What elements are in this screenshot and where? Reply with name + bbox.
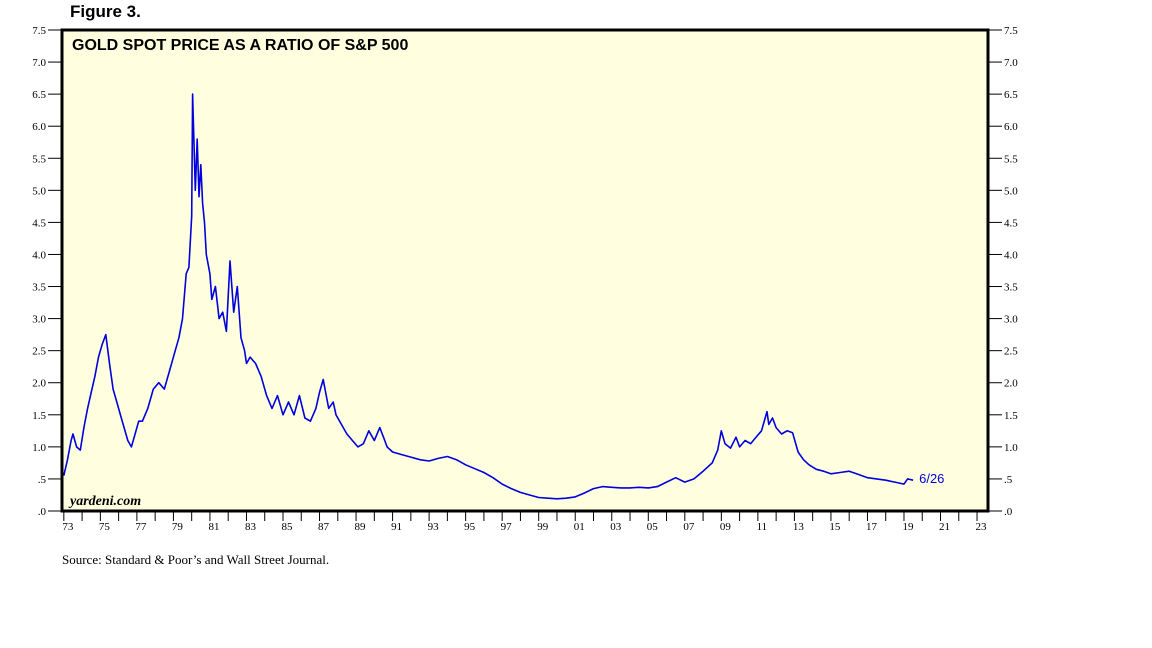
x-tick-label: 83: [245, 521, 257, 533]
x-tick-label: 19: [902, 521, 914, 533]
x-tick-label: 11: [757, 521, 768, 533]
y-tick-label-left: 4.5: [32, 217, 46, 229]
x-axis: 73 75 77 79 81 83 85 87 89 91 93 95 97 99 01 03 05 07 09 11…: [62, 511, 987, 533]
y-tick-label-left: 2.0: [32, 378, 46, 390]
y-tick-label-right: 5.5: [1004, 153, 1018, 165]
x-tick-label: 95: [464, 521, 476, 533]
y-tick-label-left: 5.5: [32, 153, 46, 165]
x-tick-label: 97: [501, 521, 513, 533]
x-tick-label: 73: [62, 521, 74, 533]
y-axis-right: .0 .5 1.0 1.5 2.0 2.5 3.0 3.5 4.0 4.5 5.0 5.5 6.0 6.5…: [988, 25, 1018, 518]
y-tick-label-right: 7.5: [1004, 25, 1018, 37]
x-tick-label: 75: [99, 521, 111, 533]
y-tick-label-left: 7.0: [32, 57, 46, 69]
plot-frame: [60, 28, 990, 513]
y-tick-label-right: 2.0: [1004, 378, 1018, 390]
x-tick-label: 07: [683, 521, 695, 533]
x-tick-label: 13: [793, 521, 805, 533]
y-tick-label-left: 6.0: [32, 121, 46, 133]
source-note: Source: Standard & Poor’s and Wall Stree…: [62, 552, 330, 567]
y-tick-label-left: 6.5: [32, 89, 46, 101]
x-tick-label: 91: [391, 521, 402, 533]
y-tick-label-left: 1.5: [32, 410, 46, 422]
end-date-label: 6/26: [919, 471, 944, 486]
y-tick-label-left: 3.5: [32, 282, 46, 294]
y-tick-label-left: .0: [38, 506, 47, 518]
y-tick-label-left: 1.0: [32, 442, 46, 454]
y-tick-label-right: 1.0: [1004, 442, 1018, 454]
y-tick-label-right: 3.0: [1004, 314, 1018, 326]
y-tick-label-right: 2.5: [1004, 346, 1018, 358]
x-tick-label: 09: [720, 521, 732, 533]
y-tick-label-right: 1.5: [1004, 410, 1018, 422]
x-tick-label: 89: [355, 521, 367, 533]
y-tick-label-left: 7.5: [32, 25, 46, 37]
chart-title: GOLD SPOT PRICE AS A RATIO OF S&P 500: [72, 37, 408, 54]
x-tick-label: 03: [610, 521, 622, 533]
y-tick-label-left: 3.0: [32, 314, 46, 326]
y-tick-label-left: 2.5: [32, 346, 46, 358]
x-tick-label: 01: [574, 521, 585, 533]
y-tick-label-right: .0: [1004, 506, 1013, 518]
y-tick-label-right: 6.0: [1004, 121, 1018, 133]
y-tick-label-right: .5: [1004, 474, 1013, 486]
x-tick-label: 99: [537, 521, 549, 533]
x-tick-label: 05: [647, 521, 659, 533]
chart: .0 .5 1.0 1.5 2.0 2.5 3.0 3.5 4.0 4.5 5.0 5.5 6.0 6.5…: [32, 25, 1018, 533]
y-tick-label-left: 5.0: [32, 185, 46, 197]
y-tick-label-left: 4.0: [32, 249, 46, 261]
y-tick-label-right: 4.5: [1004, 217, 1018, 229]
series-line: [63, 93, 914, 500]
y-tick-label-right: 6.5: [1004, 89, 1018, 101]
x-tick-label: 77: [135, 521, 147, 533]
x-tick-label: 17: [866, 521, 878, 533]
y-tick-label-left: .5: [38, 474, 47, 486]
x-tick-label: 79: [172, 521, 184, 533]
y-axis-left: .0 .5 1.0 1.5 2.0 2.5 3.0 3.5 4.0 4.5 5.0 5.5 6.0 6.5…: [32, 25, 62, 518]
x-tick-label: 87: [318, 521, 330, 533]
x-tick-label: 21: [939, 521, 950, 533]
x-tick-label: 81: [208, 521, 219, 533]
x-tick-label: 93: [428, 521, 440, 533]
figure-label: Figure 3.: [70, 2, 141, 21]
plot-area: [62, 30, 988, 511]
x-tick-label: 23: [976, 521, 988, 533]
y-tick-label-right: 7.0: [1004, 57, 1018, 69]
y-tick-label-right: 4.0: [1004, 249, 1018, 261]
y-tick-label-right: 3.5: [1004, 282, 1018, 294]
watermark: yardeni.com: [68, 494, 141, 509]
x-tick-label: 85: [281, 521, 293, 533]
x-tick-label: 15: [829, 521, 841, 533]
y-tick-label-right: 5.0: [1004, 185, 1018, 197]
